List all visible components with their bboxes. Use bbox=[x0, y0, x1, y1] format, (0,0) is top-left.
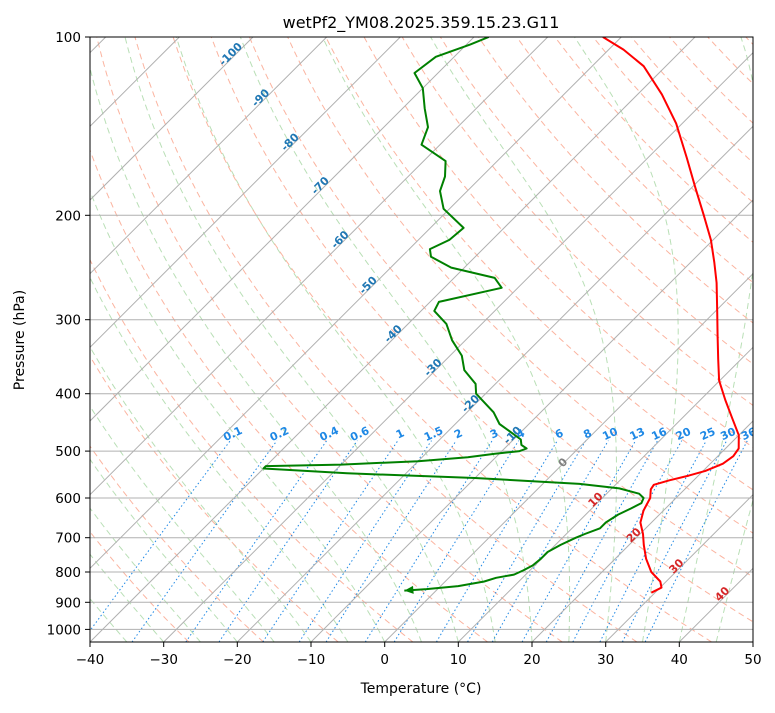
x-tick-label: 10 bbox=[450, 652, 467, 668]
x-tick-label: −30 bbox=[149, 652, 178, 668]
x-tick-label: 20 bbox=[523, 652, 540, 668]
y-axis-label: Pressure (hPa) bbox=[12, 290, 28, 390]
y-tick-label: 300 bbox=[55, 313, 81, 329]
plot-background bbox=[90, 37, 753, 642]
y-tick-label: 500 bbox=[55, 444, 81, 460]
y-tick-label: 200 bbox=[55, 208, 81, 224]
y-tick-label: 1000 bbox=[47, 622, 81, 638]
x-tick-label: 30 bbox=[597, 652, 614, 668]
x-tick-label: 40 bbox=[671, 652, 688, 668]
x-axis-label: Temperature (°C) bbox=[360, 681, 482, 697]
y-tick-label: 400 bbox=[55, 387, 81, 403]
y-tick-label: 700 bbox=[55, 531, 81, 547]
y-tick-label: 100 bbox=[55, 30, 81, 46]
chart-title: wetPf2_YM08.2025.359.15.23.G11 bbox=[283, 13, 560, 33]
x-tick-label: 0 bbox=[380, 652, 389, 668]
x-tick-label: −20 bbox=[223, 652, 252, 668]
y-tick-label: 600 bbox=[55, 491, 81, 507]
x-tick-label: 50 bbox=[744, 652, 761, 668]
x-tick-label: −10 bbox=[297, 652, 326, 668]
x-tick-label: −40 bbox=[76, 652, 105, 668]
y-tick-label: 900 bbox=[55, 595, 81, 611]
y-tick-label: 800 bbox=[55, 565, 81, 581]
